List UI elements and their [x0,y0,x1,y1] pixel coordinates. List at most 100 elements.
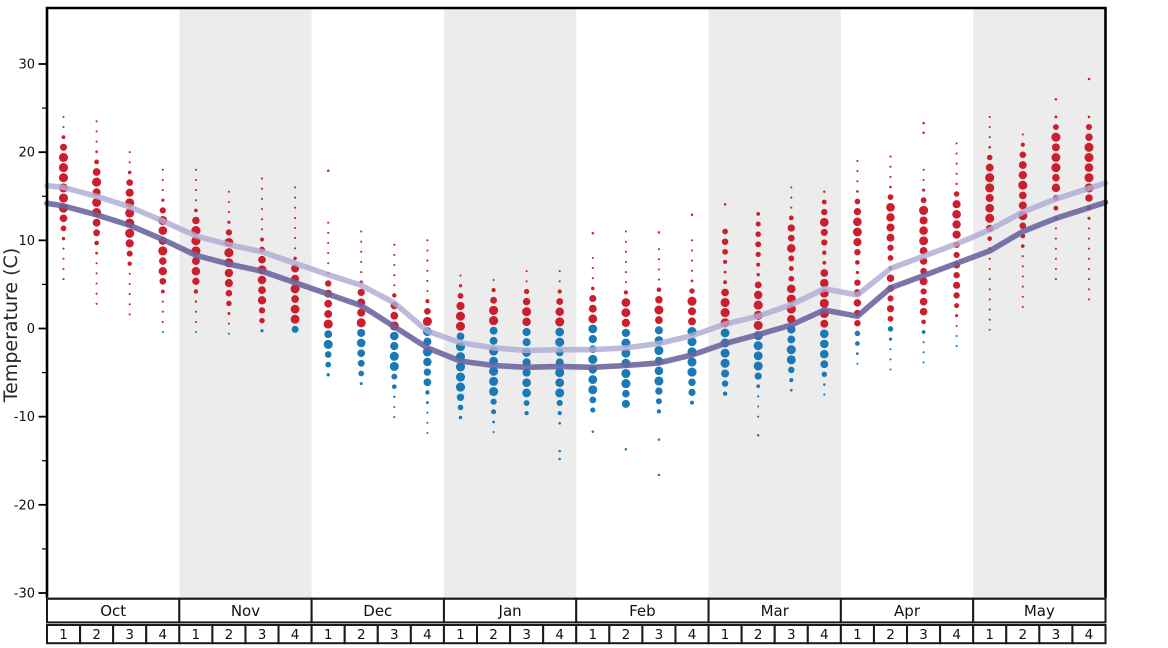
temp-dot [688,317,696,326]
temp-dot [922,341,925,344]
temp-dot [721,238,729,245]
temp-dot [588,334,597,344]
temp-dot [654,376,664,386]
temp-dot [655,398,662,405]
temp-dot [955,162,958,165]
temp-dot [955,345,958,348]
temp-dot [919,307,928,316]
temp-dot [722,228,728,235]
temp-dot [754,372,762,380]
temp-dot [522,317,531,327]
temp-dot [426,431,429,435]
temp-dot [556,298,564,306]
temp-dot [126,179,134,186]
temp-dot [324,351,332,358]
temp-dot [953,251,960,258]
temp-dot [822,260,827,265]
temp-dot [489,376,499,386]
temp-dot [425,401,429,405]
temp-dot [558,270,561,273]
temp-outlier-dot [756,433,760,437]
temp-dot [854,330,861,337]
temp-dot [1054,247,1057,250]
temp-dot [360,271,363,274]
temp-dot [558,280,561,283]
temp-dot [853,238,862,247]
temp-dot [986,154,993,161]
temp-dot [687,357,697,367]
temp-dot [988,318,991,321]
temp-dot [887,295,894,302]
temp-dot [1054,115,1058,119]
temp-dot [821,371,827,377]
temp-dot [61,135,66,140]
temp-dot [62,115,65,118]
temp-dot [489,386,499,397]
temp-dot [426,269,429,272]
temp-dot [755,231,761,237]
temp-dot [952,220,961,229]
temp-dot [922,188,926,192]
temp-dot [690,239,694,242]
temp-dot [788,366,795,374]
temp-dot [952,209,961,219]
temp-dot [95,251,99,255]
temp-dot [886,305,895,313]
temp-dot [1021,265,1024,268]
temp-dot [588,375,598,385]
temp-dot [294,247,297,250]
temp-dot [788,266,794,271]
week-label: 2 [489,627,498,643]
temp-dot [1051,183,1061,193]
temp-dot [293,256,297,261]
temp-dot [95,130,98,133]
temp-dot [1087,237,1091,240]
temp-dot [558,421,562,425]
temp-dot [326,373,330,377]
temp-dot [1051,163,1061,173]
temp-dot [224,279,233,288]
week-label: 1 [59,627,68,643]
temp-dot [1019,151,1027,159]
temp-dot [557,289,562,294]
temp-dot [94,159,99,165]
temp-dot [657,258,660,261]
temp-dot [92,177,102,187]
temp-dot [324,310,333,318]
temp-dot [1087,288,1091,291]
temp-dot [522,297,531,306]
temp-dot [390,311,399,320]
week-label: 1 [853,627,862,643]
temp-dot [324,330,333,339]
temp-dot [757,405,760,408]
temp-dot [290,284,300,294]
temp-dot [690,400,694,405]
temp-dot [522,327,531,337]
temp-dot [62,278,65,281]
temp-dot [786,355,796,365]
temp-dot [1087,115,1091,119]
temp-dot [455,382,466,392]
temp-dot [95,302,98,305]
temp-dot [655,387,663,395]
temp-dot [988,136,991,139]
temp-dot [128,293,131,296]
temp-dot [852,227,862,237]
temp-dot [788,275,795,282]
temp-dot [1021,295,1024,298]
temp-dot [985,213,995,223]
temp-dot [955,334,958,338]
temp-dot [853,208,862,216]
temp-dot [294,216,297,219]
temp-dot [921,319,926,325]
temp-dot [60,225,67,232]
temp-dot [423,378,432,387]
temp-dot [753,320,763,330]
temp-dot [654,345,664,356]
week-cell [1071,624,1107,645]
month-cell-may [972,597,1107,624]
temp-dot [294,206,297,209]
month-band-nov [179,8,312,598]
temp-dot [853,299,862,307]
plot-border [45,6,1107,598]
